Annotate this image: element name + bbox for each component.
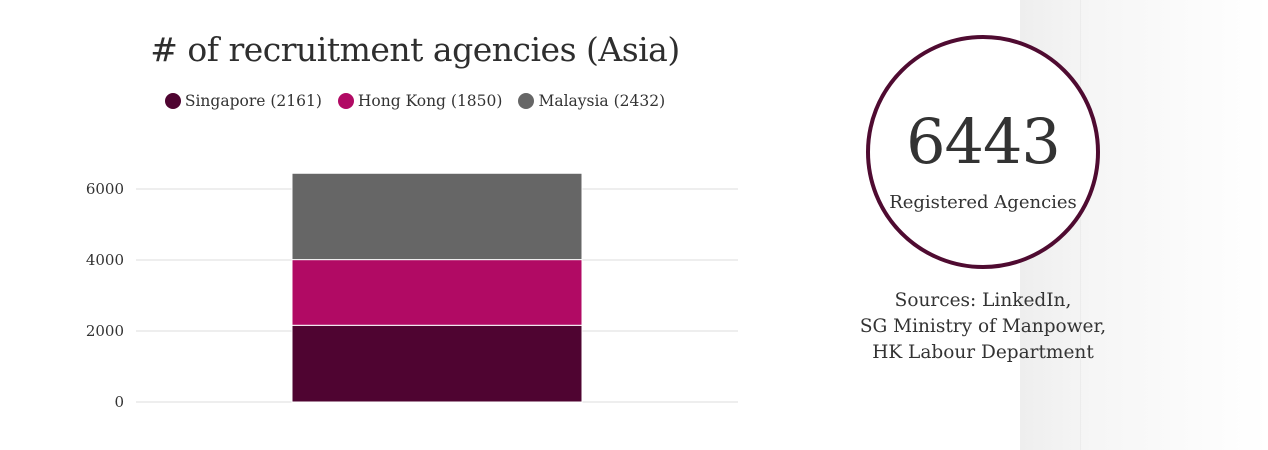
- total-stat-circle: 6443 Registered Agencies: [866, 35, 1100, 269]
- y-tick-label-2000: 2000: [86, 322, 124, 340]
- y-tick-label-4000: 4000: [86, 251, 124, 269]
- source-line-sg-ministry: SG Ministry of Manpower,: [859, 316, 1107, 337]
- source-line-linkedin: Sources: LinkedIn,: [894, 290, 1072, 311]
- legend-swatch-hong-kong: [337, 93, 354, 109]
- bar-segment-malaysia[interactable]: [291, 172, 583, 261]
- legend-label-hong-kong: Hong Kong (1850): [357, 92, 503, 110]
- legend-swatch-malaysia: [518, 93, 535, 109]
- total-agencies-label: Registered Agencies: [889, 192, 1077, 213]
- y-tick-label-6000: 6000: [86, 180, 124, 198]
- legend-item-hong-kong: Hong Kong (1850): [337, 92, 503, 110]
- sources-text: Sources: LinkedIn, SG Ministry of Manpow…: [830, 288, 1136, 366]
- y-tick-label-0: 0: [114, 393, 124, 411]
- legend-label-singapore: Singapore (2161): [184, 92, 322, 110]
- total-agencies-number: 6443: [906, 105, 1061, 178]
- legend-swatch-singapore: [164, 93, 181, 109]
- chart-legend: Singapore (2161) Hong Kong (1850) Malays…: [140, 92, 690, 110]
- legend-item-singapore: Singapore (2161): [164, 92, 322, 110]
- stacked-bar-chart: 0 2000 4000 6000: [86, 172, 738, 411]
- bar-segment-hong-kong[interactable]: [291, 259, 583, 326]
- bar-segment-singapore[interactable]: [291, 324, 583, 403]
- legend-label-malaysia: Malaysia (2432): [538, 92, 666, 110]
- legend-item-malaysia: Malaysia (2432): [518, 92, 665, 110]
- source-line-hk-labour: HK Labour Department: [872, 342, 1094, 363]
- chart-title: # of recruitment agencies (Asia): [150, 30, 680, 69]
